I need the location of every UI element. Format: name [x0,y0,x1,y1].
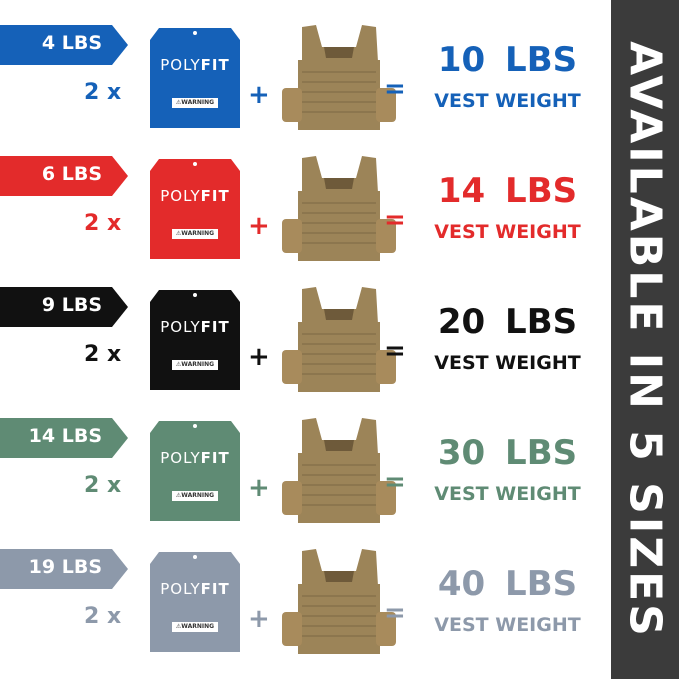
total-weight: 10 LBS [437,40,578,80]
plate-hole [193,162,197,166]
plus-icon: + [248,342,270,372]
weight-row: 9 LBS 2 x POLYFIT ⚠WARNING + = 20 LBS VE… [0,262,611,393]
plate-weight-label: 14 LBS [28,425,102,447]
plate-weight-label: 4 LBS [41,32,102,54]
equals-icon: = [384,74,406,104]
plate-hole [193,31,197,35]
equals-icon: = [384,598,406,628]
weight-plate: POLYFIT ⚠WARNING [150,159,240,259]
vest-weight-caption: VEST WEIGHT [434,352,581,374]
weight-vest-image [280,284,398,394]
total-weight: 20 LBS [437,302,578,342]
sizes-banner-text: AVAILABLE IN 5 SIZES [619,41,671,639]
weight-plate: POLYFIT ⚠WARNING [150,421,240,521]
warning-label: ⚠WARNING [172,229,218,239]
multiplier: 2 x [84,604,122,629]
weight-row: 19 LBS 2 x POLYFIT ⚠WARNING + = 40 LBS V… [0,524,611,655]
warning-label: ⚠WARNING [172,491,218,501]
arrow-tip-icon [112,156,128,196]
plus-icon: + [248,211,270,241]
plate-weight-label: 19 LBS [28,556,102,578]
weight-vest-image [280,415,398,525]
polyfit-logo: POLYFIT [160,318,230,336]
arrow-tip-icon [112,549,128,589]
polyfit-logo: POLYFIT [160,449,230,467]
sizes-banner: AVAILABLE IN 5 SIZES [611,0,679,679]
plus-icon: + [248,604,270,634]
weight-vest-image [280,546,398,656]
equals-icon: = [384,205,406,235]
multiplier: 2 x [84,342,122,367]
multiplier: 2 x [84,211,122,236]
plate-weight-tab: 14 LBS [0,418,128,458]
weight-plate: POLYFIT ⚠WARNING [150,290,240,390]
arrow-tip-icon [112,418,128,458]
arrow-tip-icon [112,25,128,65]
total-weight: 40 LBS [437,564,578,604]
plate-hole [193,424,197,428]
plate-weight-tab: 6 LBS [0,156,128,196]
plus-icon: + [248,80,270,110]
arrow-tip-icon [112,287,128,327]
weight-plate: POLYFIT ⚠WARNING [150,552,240,652]
warning-label: ⚠WARNING [172,360,218,370]
vest-weight-caption: VEST WEIGHT [434,614,581,636]
plate-weight-label: 9 LBS [41,294,102,316]
vest-weight-caption: VEST WEIGHT [434,221,581,243]
equals-icon: = [384,336,406,366]
vest-weight-caption: VEST WEIGHT [434,483,581,505]
plate-hole [193,555,197,559]
total-weight: 30 LBS [437,433,578,473]
equals-icon: = [384,467,406,497]
polyfit-logo: POLYFIT [160,580,230,598]
plate-weight-label: 6 LBS [41,163,102,185]
warning-label: ⚠WARNING [172,622,218,632]
weight-plate: POLYFIT ⚠WARNING [150,28,240,128]
weight-row: 4 LBS 2 x POLYFIT ⚠WARNING + = 10 LBS VE… [0,0,611,131]
plate-hole [193,293,197,297]
warning-label: ⚠WARNING [172,98,218,108]
polyfit-logo: POLYFIT [160,56,230,74]
vest-weight-caption: VEST WEIGHT [434,90,581,112]
plate-weight-tab: 9 LBS [0,287,128,327]
weight-row: 6 LBS 2 x POLYFIT ⚠WARNING + = 14 LBS VE… [0,131,611,262]
plate-weight-tab: 19 LBS [0,549,128,589]
total-weight: 14 LBS [437,171,578,211]
polyfit-logo: POLYFIT [160,187,230,205]
multiplier: 2 x [84,473,122,498]
multiplier: 2 x [84,80,122,105]
plus-icon: + [248,473,270,503]
weight-vest-image [280,22,398,132]
weight-row: 14 LBS 2 x POLYFIT ⚠WARNING + = 30 LBS V… [0,393,611,524]
weight-vest-image [280,153,398,263]
plate-weight-tab: 4 LBS [0,25,128,65]
